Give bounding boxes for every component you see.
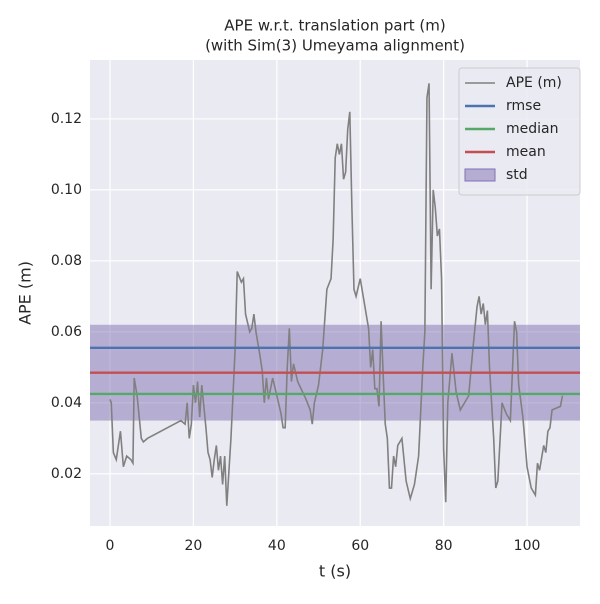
- y-tick-label: 0.08: [51, 253, 82, 269]
- y-tick-label: 0.06: [51, 324, 82, 340]
- x-axis-label: t (s): [319, 562, 351, 581]
- ape-line: [109, 83, 564, 506]
- legend-swatch: [464, 168, 496, 182]
- x-tick-label: 80: [435, 538, 453, 554]
- y-tick-label: 0.02: [51, 466, 82, 482]
- legend-label: median: [506, 121, 558, 137]
- legend-label: std: [506, 167, 528, 183]
- x-tick-label: 40: [268, 538, 286, 554]
- chart-title: APE w.r.t. translation part (m): [224, 17, 445, 35]
- x-tick-label: 20: [185, 538, 203, 554]
- x-tick-label: 0: [106, 538, 115, 554]
- x-tick-label: 100: [514, 538, 541, 554]
- legend-label: mean: [506, 144, 546, 160]
- y-tick-label: 0.12: [51, 111, 82, 127]
- legend-label: rmse: [506, 98, 541, 114]
- legend-label: APE (m): [506, 75, 562, 91]
- y-tick-label: 0.10: [51, 182, 82, 198]
- y-axis-label: APE (m): [16, 261, 35, 325]
- chart-subtitle: (with Sim(3) Umeyama alignment): [205, 37, 465, 55]
- y-tick-label: 0.04: [51, 395, 82, 411]
- legend-box: [458, 67, 581, 196]
- x-tick-label: 60: [351, 538, 369, 554]
